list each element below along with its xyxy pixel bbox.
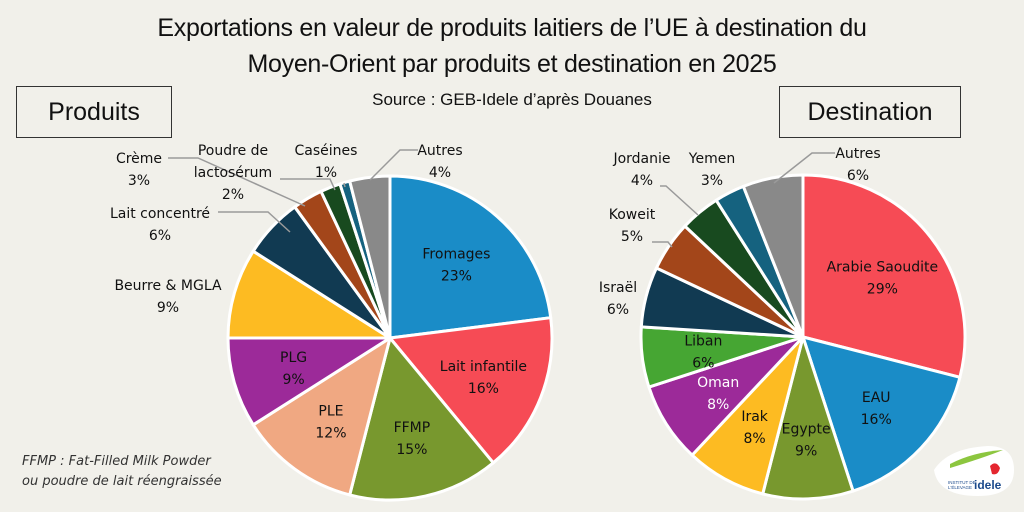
pie-slice-plg (226, 336, 392, 427)
slice-value-arabie-saoudite: 29% (867, 281, 898, 297)
logo-brand: idele (974, 478, 1002, 492)
produits-chart-title: Produits (16, 86, 172, 138)
slice-label-fromages: Fromages (422, 247, 490, 263)
destination-pie (639, 173, 967, 501)
slice-label-liban: Liban (684, 334, 722, 350)
idele-logo: INSTITUT DE L'ÉLEVAGE idele (934, 446, 1014, 496)
slice-value-oman: 8% (707, 397, 729, 413)
pie-slice-autres (348, 174, 392, 340)
slice-label-lait-infantile: Lait infantile (440, 359, 527, 375)
pie-slice-eau (801, 335, 962, 493)
slice-label-poudre-de-lactoserum: Poudre de (198, 143, 268, 159)
pie-slice-ple (251, 336, 392, 497)
slice-label-lait-concentre: Lait concentré (110, 206, 210, 222)
slice-value-irak: 8% (744, 431, 766, 447)
destination-chart-title: Destination (779, 86, 961, 138)
slice-value-israel: 6% (607, 302, 629, 318)
chart-title-line1: Exportations en valeur de produits laiti… (157, 14, 867, 42)
slice-value-lait-concentre: 6% (149, 228, 171, 244)
slice-label-irak: Irak (741, 409, 768, 425)
slice-value-autres: 4% (429, 165, 451, 181)
slice-value-autres: 6% (847, 168, 869, 184)
logo-swoosh-icon (950, 450, 1003, 468)
leader-line-koweit (652, 241, 673, 248)
chart-title-line2: Moyen-Orient par produits et destination… (247, 50, 777, 78)
slice-value-poudre-de-lactoserum: 2% (222, 187, 244, 203)
pie-slice-beurre-mgla (226, 249, 392, 340)
pie-slice-egypte (761, 335, 855, 501)
slice-label-autres: Autres (417, 143, 462, 159)
leader-line-autres (369, 149, 418, 181)
slice-label-israel: Israël (599, 280, 637, 296)
leader-line-jordanie (660, 185, 699, 216)
footnote-line2: ou poudre de lait réengraissée (22, 474, 222, 489)
slice-value-caseines: 1% (315, 165, 337, 181)
slice-value-fromages: 23% (441, 269, 472, 285)
slice-label-ffmp: FFMP (394, 420, 431, 436)
slice-label-egypte: Egypte (782, 421, 831, 437)
leader-line-creme (168, 157, 306, 207)
leader-line-caseines (343, 182, 346, 188)
slice-value-beurre-mgla: 9% (157, 300, 179, 316)
pie-slice-autres (741, 173, 805, 339)
slice-label-arabie-saoudite: Arabie Saoudite (827, 259, 939, 275)
slice-value-creme: 3% (128, 173, 150, 189)
slice-label-creme: Crème (116, 151, 162, 167)
leader-line-poudre-de-lactoserum (280, 178, 336, 191)
logo-mark-icon (990, 463, 1000, 475)
logo-text-2: L'ÉLEVAGE (948, 484, 972, 490)
slice-label-autres: Autres (835, 146, 880, 162)
leader-line-autres (773, 152, 835, 184)
slice-label-plg: PLG (280, 350, 307, 366)
slice-label-eau: EAU (862, 390, 891, 406)
slice-value-liban: 6% (692, 356, 714, 372)
pie-slice-lait-infantile (388, 316, 554, 465)
slice-value-lait-infantile: 16% (468, 381, 499, 397)
slice-label-oman: Oman (697, 375, 739, 391)
slice-value-koweit: 5% (621, 229, 643, 245)
slice-value-ple: 12% (315, 425, 346, 441)
slice-value-yemen: 3% (701, 173, 723, 189)
slice-label-jordanie: Jordanie (612, 151, 670, 167)
logo-background (934, 446, 1014, 496)
footnote: FFMP : Fat-Filled Milk Powder ou poudre … (22, 452, 222, 492)
slice-label-yemen: Yemen (688, 151, 735, 167)
slice-value-egypte: 9% (795, 443, 817, 459)
pie-slice-arabie-saoudite (801, 173, 967, 379)
produits-pie (226, 174, 554, 502)
footnote-line1: FFMP : Fat-Filled Milk Powder (22, 454, 211, 469)
slice-label-poudre-de-lactoserum: lactosérum (194, 165, 272, 181)
slice-value-ffmp: 15% (396, 442, 427, 458)
slice-value-jordanie: 4% (631, 173, 653, 189)
logo-text-1: INSTITUT DE (948, 480, 976, 485)
slice-label-ple: PLE (318, 403, 343, 419)
pie-slice-ffmp (348, 336, 495, 502)
slice-value-eau: 16% (861, 412, 892, 428)
pie-slice-fromages (388, 174, 553, 340)
slice-label-caseines: Caséines (295, 143, 358, 159)
slice-value-plg: 9% (282, 372, 304, 388)
slice-label-koweit: Koweit (609, 207, 656, 223)
leader-line-lait-concentre (218, 211, 291, 233)
slice-label-beurre-mgla: Beurre & MGLA (114, 278, 222, 294)
source-text: Source : GEB-Idele d’après Douanes (372, 90, 652, 109)
